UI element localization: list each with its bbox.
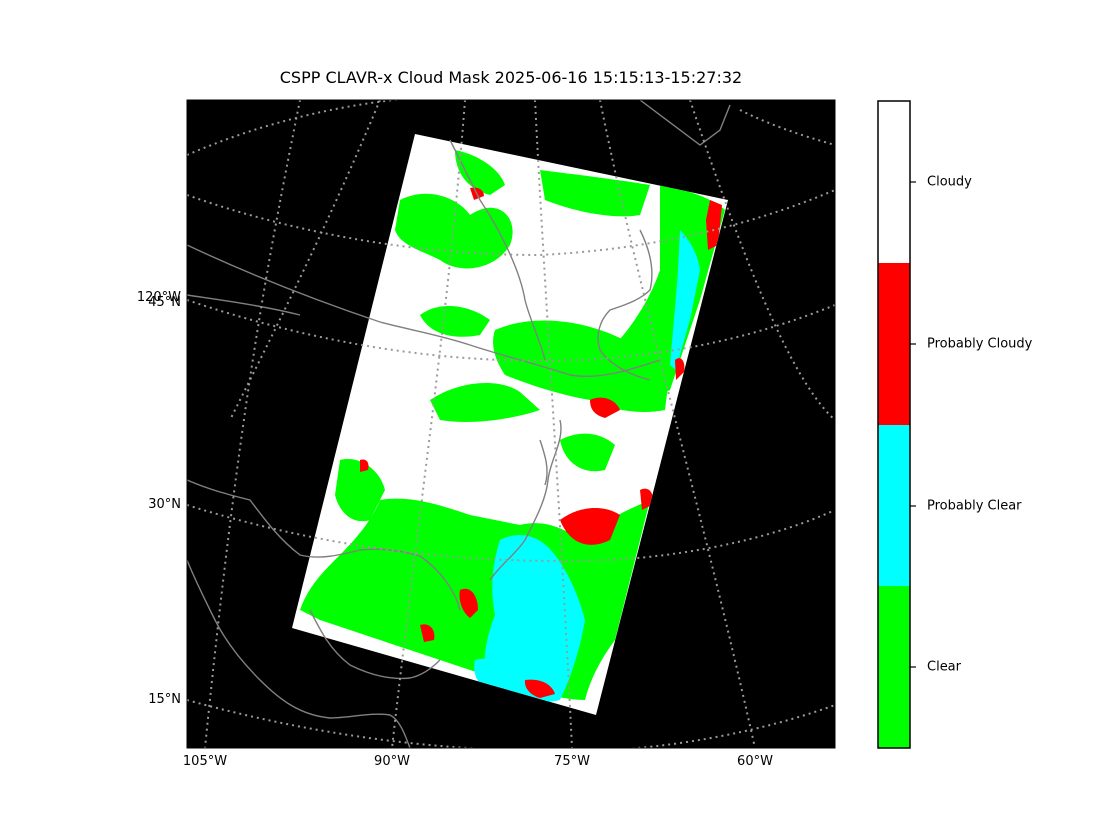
colorbar-segment-probably-clear xyxy=(878,425,910,586)
colorbar-label-clear: Clear xyxy=(927,659,961,675)
lon-label-90w: 90°W xyxy=(374,754,410,769)
colorbar-segment-cloudy xyxy=(878,101,910,263)
coastlines xyxy=(187,100,731,748)
colorbar-label-probably-clear: Probably Clear xyxy=(927,498,1022,514)
lat-label-15n: 15°N xyxy=(148,692,181,707)
colorbar-segment-probably-cloudy xyxy=(878,263,910,425)
cloud-mask-field xyxy=(300,150,725,702)
colorbar-label-probably-cloudy: Probably Cloudy xyxy=(927,336,1033,352)
lon-label-120w: 120°W xyxy=(137,290,181,305)
lat-label-30n: 30°N xyxy=(148,497,181,512)
colorbar-label-cloudy: Cloudy xyxy=(927,174,972,190)
lat-label-45n: 45°N xyxy=(148,295,181,310)
lon-label-105w: 105°W xyxy=(183,754,227,769)
colorbar-segment-clear xyxy=(878,586,910,748)
probably-cloudy-regions xyxy=(360,187,722,698)
probably-clear-regions xyxy=(474,230,700,702)
graticule xyxy=(187,100,835,748)
map-title: CSPP CLAVR-x Cloud Mask 2025-06-16 15:15… xyxy=(279,68,743,87)
colorbar-frame xyxy=(877,100,911,749)
lon-label-60w: 60°W xyxy=(737,754,773,769)
lon-label-75w: 75°W xyxy=(554,754,590,769)
map-frame xyxy=(186,99,836,749)
colorbar xyxy=(877,100,916,749)
